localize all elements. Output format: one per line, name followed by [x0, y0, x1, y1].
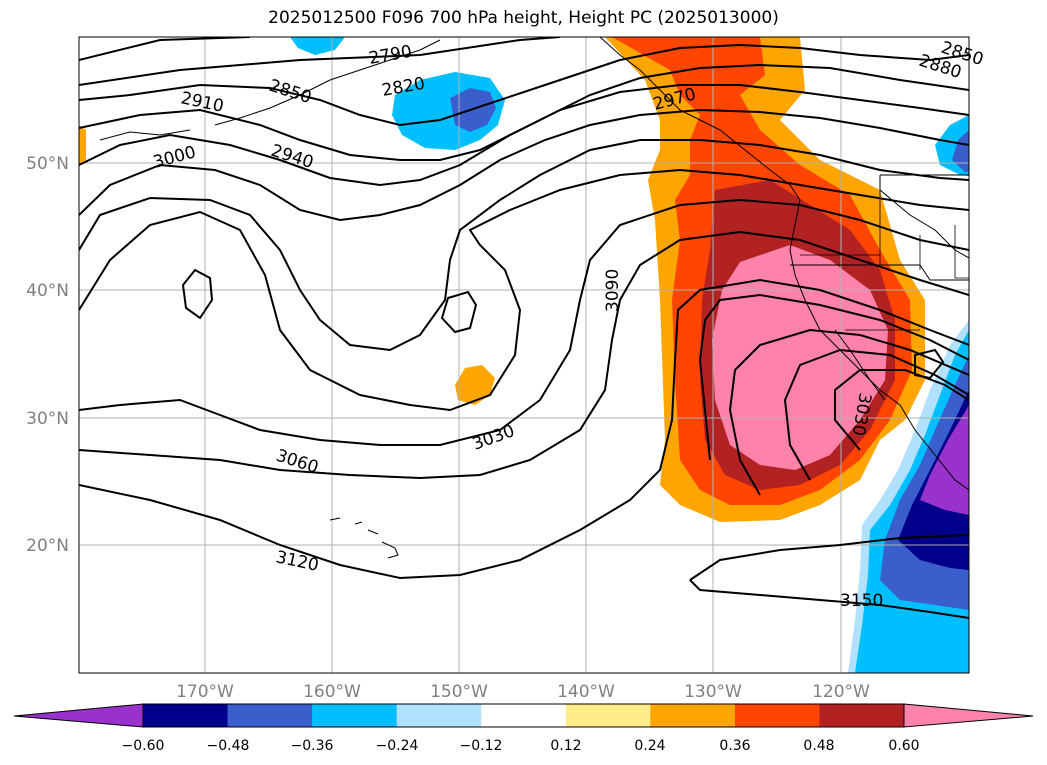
contour-line — [440, 290, 478, 334]
anomaly-fill-neg-top — [290, 37, 345, 55]
colorbar-segment — [143, 704, 229, 727]
anomaly-fill-pos-left-edge — [79, 125, 86, 165]
graticule — [79, 37, 969, 673]
contour-line — [689, 579, 969, 619]
contour-line — [834, 369, 969, 451]
contour-label: 2910 — [179, 88, 225, 117]
lat-label: 40°N — [26, 281, 69, 301]
colorbar-tick-label: 0.24 — [634, 738, 665, 754]
lat-label: 30°N — [26, 409, 69, 429]
contour-line — [698, 293, 969, 461]
contour-label: 2790 — [367, 42, 413, 69]
colorbar-segment — [734, 704, 820, 727]
anomaly-fill-060 — [712, 245, 888, 470]
colorbar-segment — [227, 704, 313, 727]
plot-frame — [78, 36, 970, 674]
colorbar-tick-label: 0.60 — [888, 738, 919, 754]
height-contours — [79, 37, 969, 619]
lon-label: 140°W — [557, 682, 615, 702]
colorbar-segment — [650, 704, 736, 727]
lon-label: 130°W — [684, 682, 742, 702]
anomaly-fill-neg-se-060 — [920, 405, 969, 515]
lon-label: 170°W — [176, 682, 234, 702]
colorbar-segment — [312, 704, 398, 727]
anomaly-fill-neg-ne-dark — [952, 130, 969, 172]
contour-line — [79, 37, 251, 61]
contour-label: 3150 — [840, 591, 883, 611]
contour-line — [79, 139, 969, 352]
colorbar-lower-extend — [13, 703, 144, 728]
contour-line — [79, 108, 969, 222]
contour-label: 3060 — [273, 446, 320, 478]
anomaly-fill-024-small — [455, 365, 495, 405]
contour-line — [914, 348, 945, 380]
colorbar-segment — [396, 704, 482, 727]
contour-label: 3120 — [274, 547, 320, 576]
anomaly-fill-036-left — [680, 285, 700, 350]
colorbar-tick-label: −0.36 — [291, 738, 334, 754]
contour-label: 2850 — [266, 76, 313, 108]
colorbar-segment — [819, 704, 905, 727]
contour-line — [79, 63, 969, 161]
colorbar-tick-label: 0.48 — [803, 738, 834, 754]
contour-line — [79, 37, 561, 86]
lat-label: 50°N — [26, 154, 69, 174]
colorbar: −0.60 −0.48 −0.36 −0.24 −0.12 0.12 0.24 … — [13, 703, 1034, 754]
colorbar-segment — [565, 704, 651, 727]
contour-line — [728, 328, 969, 496]
colorbar-segments — [143, 704, 905, 727]
contour-line — [79, 198, 969, 446]
contour-line — [79, 230, 969, 480]
contour-label: 3090 — [603, 269, 623, 312]
colorbar-tick-label: 0.12 — [550, 738, 581, 754]
colorbar-tick-label: −0.24 — [376, 738, 419, 754]
contour-line — [79, 278, 969, 580]
colorbar-tick-label: −0.60 — [122, 738, 165, 754]
map-title: 2025012500 F096 700 hPa height, Height P… — [268, 8, 779, 28]
contour-line — [79, 84, 969, 187]
colorbar-upper-extend — [903, 703, 1034, 728]
lon-label: 160°W — [303, 682, 361, 702]
contour-label: 2940 — [268, 141, 315, 173]
coastlines — [99, 37, 969, 559]
contour-line — [79, 168, 969, 412]
contour-line — [689, 534, 969, 581]
lon-label: 120°W — [812, 682, 870, 702]
lat-labels: 50°N 40°N 30°N 20°N — [26, 154, 69, 556]
colorbar-ticks: −0.60 −0.48 −0.36 −0.24 −0.12 0.12 0.24 … — [122, 738, 920, 754]
colorbar-tick-label: −0.12 — [460, 738, 503, 754]
lat-label: 20°N — [26, 536, 69, 556]
lon-labels: 170°W 160°W 150°W 140°W 130°W 120°W — [176, 682, 870, 702]
contour-line — [181, 268, 214, 320]
colorbar-tick-label: −0.48 — [207, 738, 250, 754]
colorbar-tick-label: 0.36 — [719, 738, 750, 754]
anomaly-fill-layer — [79, 37, 969, 673]
contour-line — [79, 43, 969, 127]
colorbar-segment — [481, 704, 567, 727]
contour-label: 3030 — [470, 421, 517, 455]
contour-line — [783, 348, 969, 481]
colorbar-frame — [142, 703, 905, 728]
lon-label: 150°W — [430, 682, 488, 702]
